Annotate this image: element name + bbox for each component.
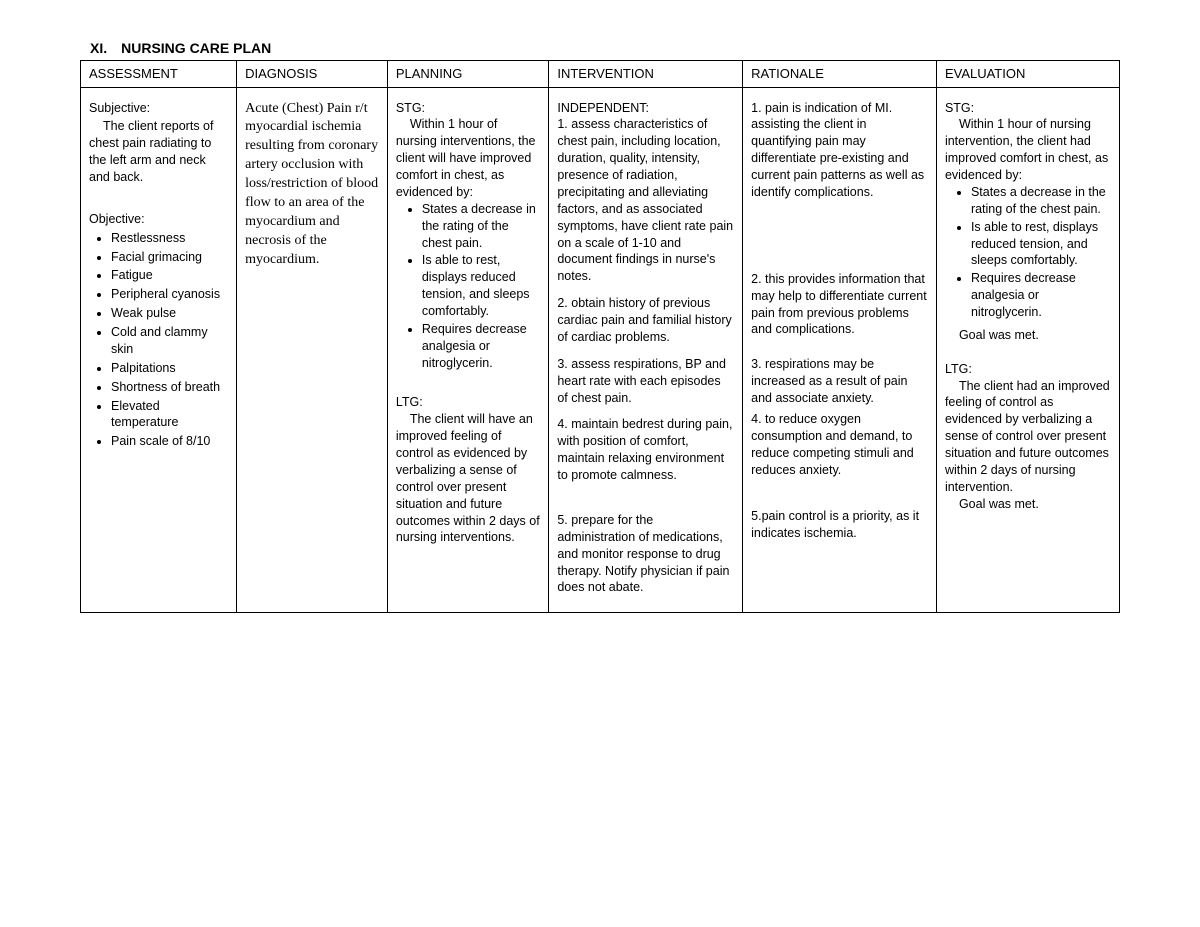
planning-stg-label: STG: — [396, 101, 425, 115]
list-item: Peripheral cyanosis — [111, 286, 228, 303]
list-item: 5. prepare for the administration of med… — [557, 512, 734, 596]
evaluation-ltg-outcome: Goal was met. — [945, 496, 1111, 513]
cell-rationale: 1. pain is indication of MI. assisting t… — [743, 87, 937, 613]
header-diagnosis: DIAGNOSIS — [237, 61, 388, 88]
list-item: 1. assess characteristics of chest pain,… — [557, 116, 734, 285]
list-item: Pain scale of 8/10 — [111, 433, 228, 450]
planning-ltg-label: LTG: — [396, 395, 423, 409]
list-item: 3. respirations may be increased as a re… — [751, 356, 928, 407]
evaluation-ltg-label: LTG: — [945, 362, 972, 376]
list-item: Restlessness — [111, 230, 228, 247]
evaluation-ltg-text: The client had an improved feeling of co… — [945, 378, 1111, 496]
list-item: 3. assess respirations, BP and heart rat… — [557, 356, 734, 407]
header-rationale: RATIONALE — [743, 61, 937, 88]
evaluation-stg-outcome: Goal was met. — [945, 327, 1111, 344]
planning-stg-intro: Within 1 hour of nursing interventions, … — [396, 116, 541, 200]
list-item: 2. obtain history of previous cardiac pa… — [557, 295, 734, 346]
header-planning: PLANNING — [387, 61, 549, 88]
intervention-list: 1. assess characteristics of chest pain,… — [557, 116, 734, 596]
objective-label: Objective: — [89, 211, 228, 228]
rationale-list: 1. pain is indication of MI. assisting t… — [751, 100, 928, 543]
list-item: Cold and clammy skin — [111, 324, 228, 358]
subjective-label: Subjective: — [89, 100, 228, 117]
list-item: 2. this provides information that may he… — [751, 271, 928, 339]
cell-diagnosis: Acute (Chest) Pain r/t myocardial ischem… — [237, 87, 388, 613]
list-item: 4. maintain bedrest during pain, with po… — [557, 416, 734, 484]
list-item: Is able to rest, displays reduced tensio… — [971, 219, 1111, 270]
planning-stg-bullets: States a decrease in the rating of the c… — [396, 201, 541, 372]
list-item: Requires decrease analgesia or nitroglyc… — [422, 321, 541, 372]
list-item: Facial grimacing — [111, 249, 228, 266]
list-item: Palpitations — [111, 360, 228, 377]
list-item: Requires decrease analgesia or nitroglyc… — [971, 270, 1111, 321]
planning-ltg-text: The client will have an improved feeling… — [396, 411, 541, 546]
care-plan-table: ASSESSMENT DIAGNOSIS PLANNING INTERVENTI… — [80, 60, 1120, 613]
cell-evaluation: STG: Within 1 hour of nursing interventi… — [936, 87, 1119, 613]
objective-list: Restlessness Facial grimacing Fatigue Pe… — [89, 230, 228, 451]
list-item: 1. pain is indication of MI. assisting t… — [751, 100, 928, 201]
list-item: Shortness of breath — [111, 379, 228, 396]
diagnosis-text: Acute (Chest) Pain r/t myocardial ischem… — [245, 94, 379, 270]
list-item: States a decrease in the rating of the c… — [971, 184, 1111, 218]
document-title: XI. NURSING CARE PLAN — [80, 40, 1120, 56]
cell-assessment: Subjective: The client reports of chest … — [81, 87, 237, 613]
list-item: Fatigue — [111, 267, 228, 284]
list-item: 4. to reduce oxygen consumption and dema… — [751, 411, 928, 479]
evaluation-stg-label: STG: — [945, 101, 974, 115]
intervention-independent-label: INDEPENDENT: — [557, 100, 734, 117]
list-item: 5.pain control is a priority, as it indi… — [751, 508, 928, 542]
header-intervention: INTERVENTION — [549, 61, 743, 88]
cell-planning: STG: Within 1 hour of nursing interventi… — [387, 87, 549, 613]
list-item: Elevated temperature — [111, 398, 228, 432]
list-item: Is able to rest, displays reduced tensio… — [422, 252, 541, 320]
header-assessment: ASSESSMENT — [81, 61, 237, 88]
evaluation-stg-intro: Within 1 hour of nursing intervention, t… — [945, 116, 1111, 184]
header-evaluation: EVALUATION — [936, 61, 1119, 88]
subjective-text: The client reports of chest pain radiati… — [89, 118, 228, 186]
table-body-row: Subjective: The client reports of chest … — [81, 87, 1120, 613]
list-item: Weak pulse — [111, 305, 228, 322]
table-header-row: ASSESSMENT DIAGNOSIS PLANNING INTERVENTI… — [81, 61, 1120, 88]
list-item: States a decrease in the rating of the c… — [422, 201, 541, 252]
cell-intervention: INDEPENDENT: 1. assess characteristics o… — [549, 87, 743, 613]
evaluation-stg-bullets: States a decrease in the rating of the c… — [945, 184, 1111, 321]
